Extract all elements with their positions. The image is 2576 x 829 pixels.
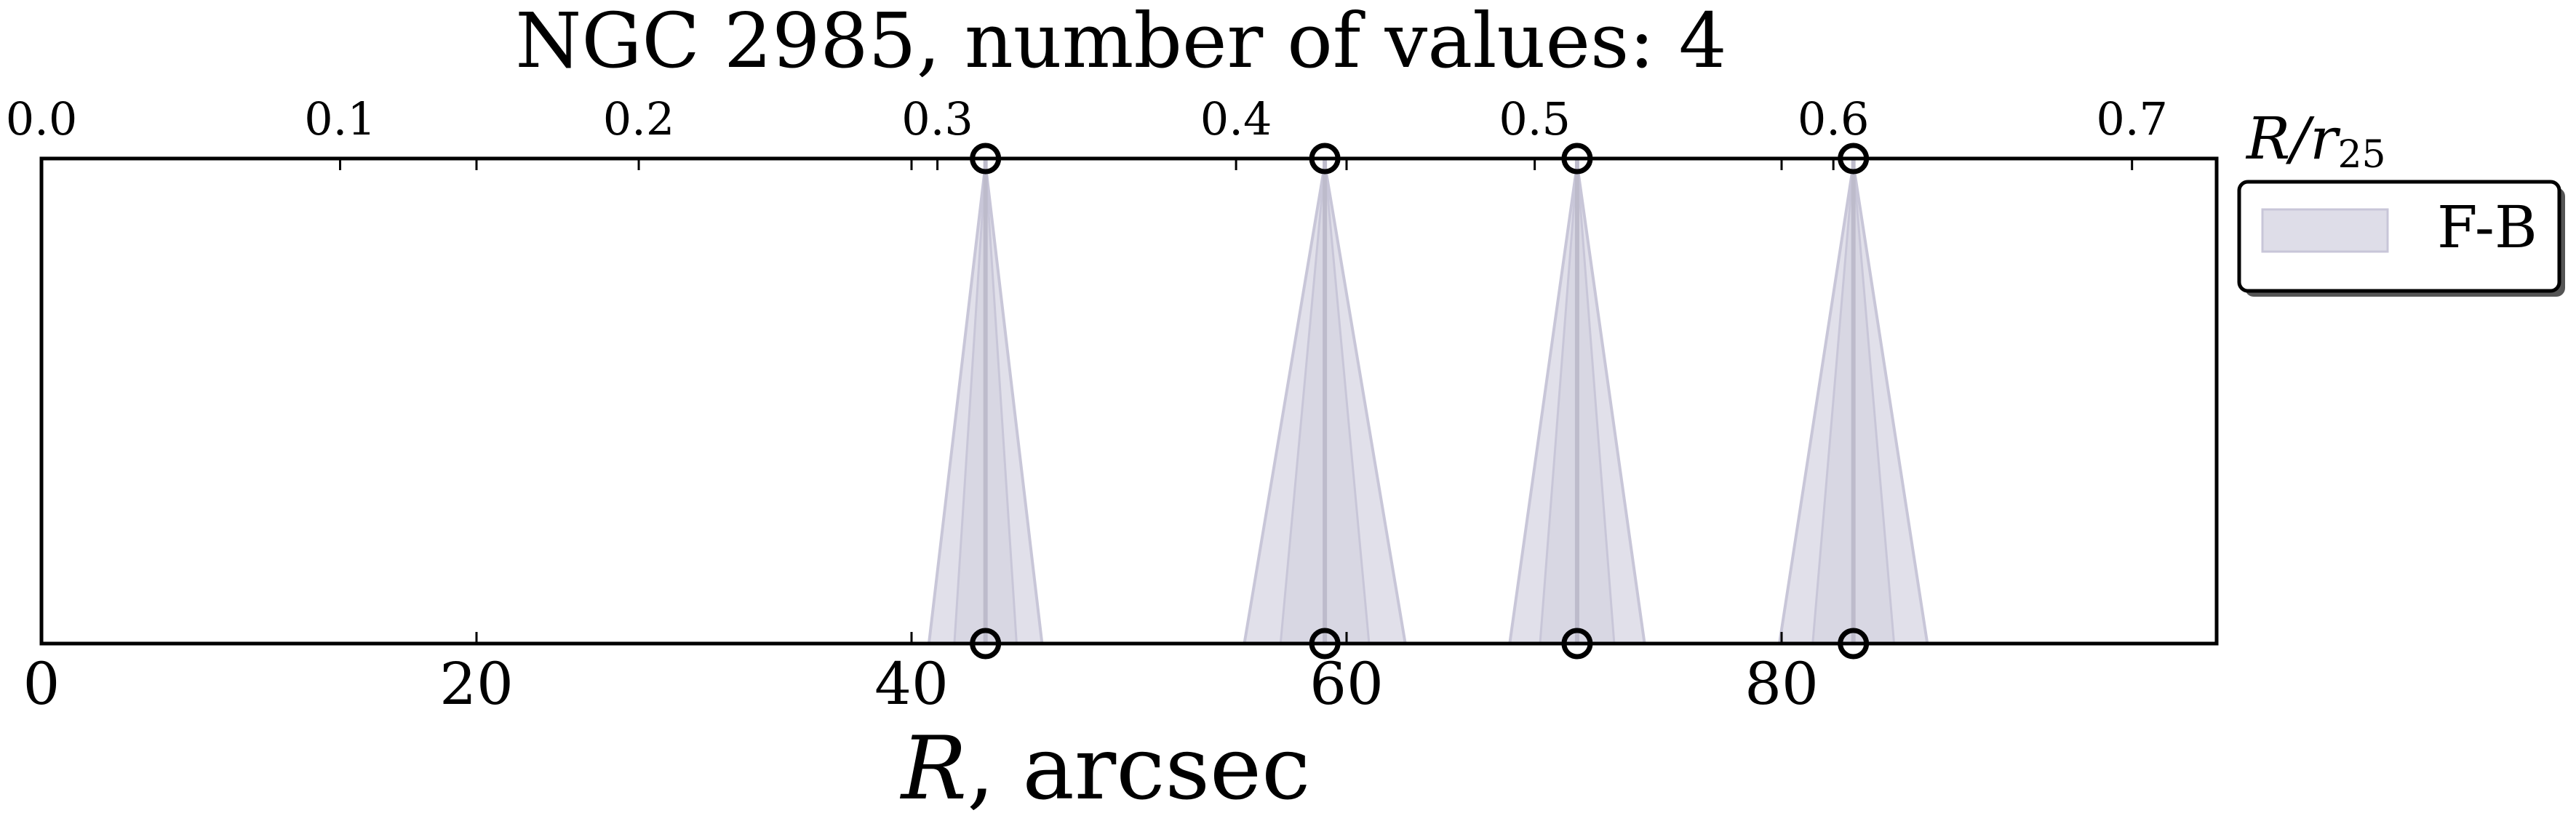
x-axis-label: R, arcsec bbox=[900, 718, 1311, 820]
secondary-x-axis-label: R/r25 bbox=[2245, 105, 2386, 177]
top-tick-label: 0.4 bbox=[1200, 92, 1272, 145]
legend: F-B bbox=[2237, 180, 2565, 297]
top-tick-label: 0.7 bbox=[2096, 92, 2168, 145]
top-tick-label: 0.1 bbox=[304, 92, 376, 145]
chart-title: NGC 2985, number of values: 4 bbox=[515, 0, 1726, 85]
bottom-tick-label: 80 bbox=[1744, 650, 1819, 718]
x-axis-label-unit: , arcsec bbox=[967, 718, 1310, 820]
secondary-x-axis-label-sub: 25 bbox=[2337, 133, 2385, 177]
top-tick-label: 0.0 bbox=[6, 92, 78, 145]
bottom-axis: 0 20 40 60 80 bbox=[23, 159, 1819, 718]
bottom-tick-label: 20 bbox=[439, 650, 514, 718]
top-tick-label: 0.2 bbox=[603, 92, 675, 145]
legend-swatch bbox=[2261, 208, 2389, 253]
bottom-tick-label: 0 bbox=[23, 650, 60, 718]
secondary-x-axis-label-main: R/r bbox=[2245, 105, 2341, 172]
top-tick-label: 0.5 bbox=[1499, 92, 1571, 145]
data-marks bbox=[927, 143, 1929, 660]
top-axis: 0.0 0.1 0.2 0.3 0.4 0.5 0.6 0.7 bbox=[6, 92, 2168, 170]
legend-label: F-B bbox=[2437, 193, 2537, 261]
top-tick-label: 0.6 bbox=[1798, 92, 1870, 145]
bottom-tick-label: 60 bbox=[1309, 650, 1384, 718]
top-tick-label: 0.3 bbox=[901, 92, 973, 145]
plot-frame bbox=[39, 156, 2219, 646]
x-axis-label-var: R bbox=[900, 718, 967, 820]
bottom-tick-label: 40 bbox=[874, 650, 949, 718]
